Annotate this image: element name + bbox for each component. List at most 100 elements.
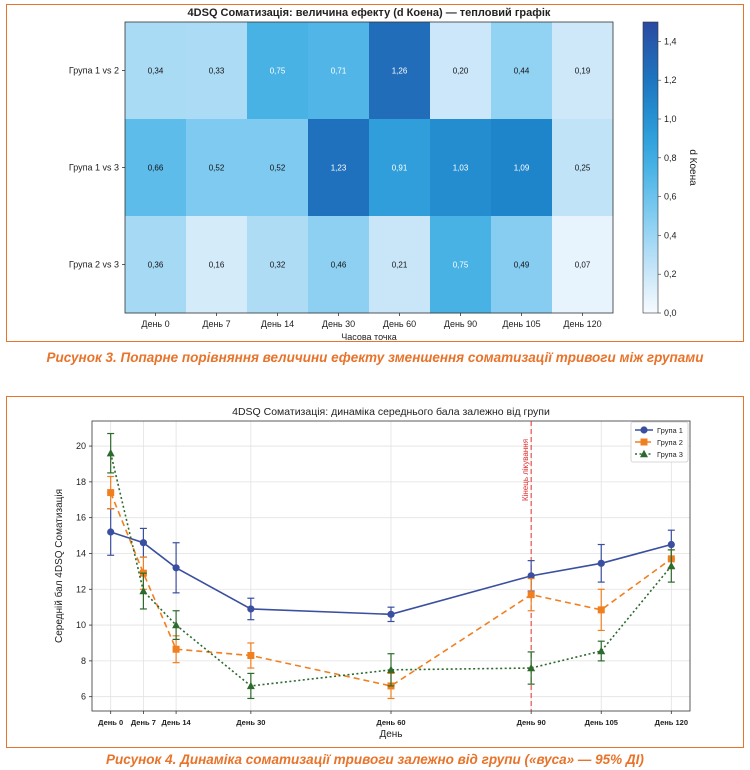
data-point	[667, 540, 675, 549]
heatmap-cell	[491, 216, 553, 314]
heatmap-x-axis-label: Часова точка	[341, 332, 396, 342]
heatmap-cell	[247, 119, 309, 217]
y-tick-label: 6	[81, 692, 86, 702]
series-line	[109, 453, 672, 687]
heatmap-cell	[125, 119, 187, 217]
data-point	[527, 572, 535, 580]
heatmap-cell-value: 1,23	[331, 164, 347, 173]
heatmap-title: 4DSQ Соматизація: величина ефекту (d Кое…	[188, 7, 551, 19]
heatmap-y-tick-label: Група 1 vs 3	[69, 163, 119, 173]
data-point	[247, 605, 255, 613]
x-tick-label: День 30	[236, 718, 265, 727]
heatmap-cell	[186, 22, 248, 120]
heatmap-cell	[552, 22, 614, 120]
colorbar-label: d Коена	[687, 149, 698, 186]
heatmap-cell	[369, 119, 431, 217]
heatmap-cell-value: 1,03	[453, 164, 469, 173]
y-axis-label: Середній бал 4DSQ Соматизація	[53, 489, 65, 643]
data-point	[247, 652, 255, 660]
figure-4-caption: Рисунок 4. Динаміка соматизації тривоги …	[106, 752, 644, 767]
heatmap-cell	[552, 216, 614, 314]
heatmap-cell-value: 0,36	[148, 261, 164, 270]
x-tick-label: День 14	[162, 718, 192, 727]
colorbar-tick-label: 1,2	[664, 75, 677, 85]
heatmap-cell-value: 0,66	[148, 164, 164, 173]
x-tick-label: День 120	[655, 718, 688, 727]
data-point	[172, 620, 181, 629]
heatmap-x-tick-label: День 105	[502, 319, 540, 329]
heatmap-x-tick-label: День 90	[444, 319, 477, 329]
colorbar	[642, 21, 659, 314]
legend-marker	[640, 449, 648, 458]
y-tick-label: 14	[76, 548, 86, 558]
legend-marker	[640, 426, 648, 434]
data-point	[172, 645, 180, 653]
heatmap-cell-value: 0,16	[209, 261, 225, 270]
x-tick-label: День 7	[131, 718, 156, 727]
heatmap-x-tick-label: День 14	[261, 319, 294, 329]
heatmap-cell	[125, 216, 187, 314]
heatmap-cell	[308, 22, 370, 120]
x-tick-label: День 60	[376, 718, 405, 727]
heatmap-cell-value: 0,32	[270, 261, 286, 270]
legend-label: Група 1	[657, 426, 683, 435]
heatmap-cell	[369, 22, 431, 120]
heatmap-cell-value: 0,07	[575, 261, 591, 270]
x-axis-label: День	[379, 729, 402, 740]
heatmap-cell-value: 0,19	[575, 67, 591, 76]
heatmap-cell-value: 0,44	[514, 67, 530, 76]
line-chart-title: 4DSQ Соматизація: динаміка середнього ба…	[232, 406, 550, 418]
heatmap-cell-value: 0,25	[575, 164, 591, 173]
heatmap-cell-value: 0,52	[270, 164, 286, 173]
heatmap-cell	[491, 119, 553, 217]
data-point	[387, 610, 395, 618]
x-tick-label: День 90	[517, 718, 546, 727]
heatmap-y-tick-label: Група 1 vs 2	[69, 66, 119, 76]
series-line	[110, 531, 672, 616]
legend-label: Група 2	[657, 438, 683, 447]
heatmap-cell-value: 0,49	[514, 261, 530, 270]
heatmap-cell	[308, 216, 370, 314]
heatmap-x-tick-label: День 120	[563, 319, 601, 329]
data-point	[106, 449, 115, 457]
y-tick-label: 20	[76, 441, 86, 451]
y-tick-label: 12	[76, 584, 86, 594]
heatmap-cell-value: 0,52	[209, 164, 225, 173]
data-point	[139, 586, 148, 595]
series-line	[109, 492, 672, 687]
colorbar-tick-label: 0,0	[664, 308, 677, 318]
colorbar-tick-label: 1,0	[664, 114, 677, 124]
heatmap-cell	[430, 216, 492, 314]
data-point	[527, 663, 536, 672]
data-point	[667, 561, 676, 570]
data-point	[527, 591, 535, 599]
data-point	[246, 681, 255, 690]
heatmap-cell-value: 0,71	[331, 67, 347, 76]
heatmap-x-tick-label: День 7	[202, 319, 230, 329]
data-point	[107, 528, 115, 536]
heatmap-cell	[186, 119, 248, 217]
heatmap-cell	[186, 216, 248, 314]
figure-3-caption: Рисунок 3. Попарне порівняння величини е…	[46, 350, 704, 365]
y-tick-label: 8	[81, 656, 86, 666]
heatmap-cell-value: 0,46	[331, 261, 347, 270]
line-plot-border	[91, 420, 691, 712]
heatmap-cell	[247, 216, 309, 314]
series-1	[107, 508, 675, 623]
data-point	[387, 665, 395, 674]
heatmap-cell-value: 0,21	[392, 261, 408, 270]
data-point	[597, 606, 605, 614]
legend-marker	[640, 438, 648, 446]
colorbar-tick-label: 0,8	[664, 153, 677, 163]
data-point	[597, 559, 605, 567]
colorbar-tick-label: 0,2	[664, 269, 677, 279]
y-tick-label: 18	[76, 477, 86, 487]
end-of-treatment-label: Кінець лікування	[521, 439, 530, 501]
data-point	[172, 564, 180, 572]
legend-label: Група 3	[657, 450, 683, 459]
heatmap-cell-value: 0,34	[148, 67, 164, 76]
heatmap-cell	[491, 22, 553, 120]
heatmap-x-tick-label: День 30	[322, 319, 355, 329]
colorbar-tick-label: 1,4	[664, 36, 677, 46]
